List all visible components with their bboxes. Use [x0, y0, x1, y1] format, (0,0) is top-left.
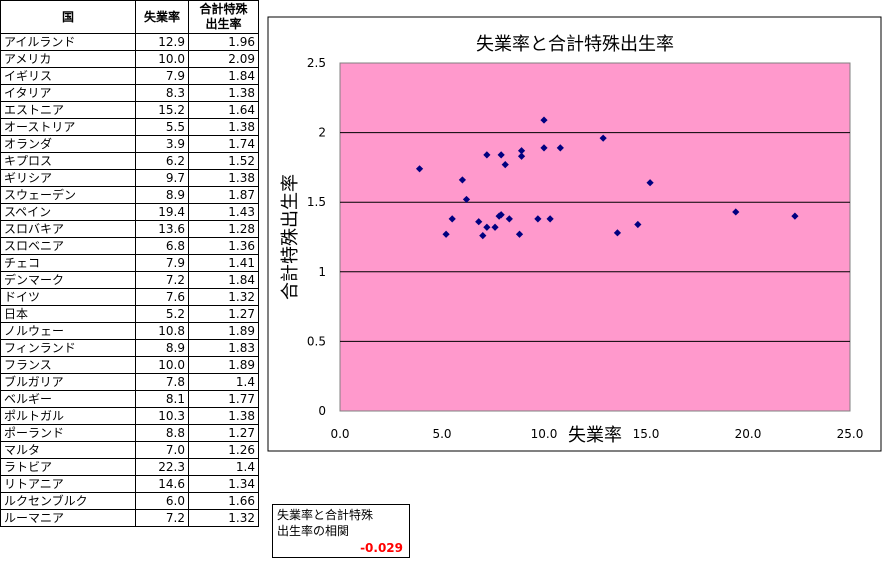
correlation-label-line2: 出生率の相関: [277, 524, 349, 538]
correlation-label: 失業率と合計特殊 出生率の相関: [273, 505, 409, 541]
y-axis-label: 合計特殊出生率: [280, 174, 301, 300]
x-tick-label: 5.0: [432, 427, 451, 441]
y-tick-label: 2.5: [307, 56, 326, 70]
y-tick-label: 1: [318, 265, 326, 279]
x-tick-label: 10.0: [531, 427, 558, 441]
x-tick-label: 15.0: [633, 427, 660, 441]
x-tick-label: 25.0: [837, 427, 864, 441]
y-tick-label: 1.5: [307, 195, 326, 209]
plot-area: [340, 63, 850, 411]
x-tick-label: 0.0: [330, 427, 349, 441]
correlation-box: 失業率と合計特殊 出生率の相関 -0.029: [272, 504, 410, 558]
x-axis-label: 失業率: [568, 425, 622, 446]
y-tick-label: 2: [318, 126, 326, 140]
x-tick-label: 20.0: [735, 427, 762, 441]
y-tick-label: 0: [318, 404, 326, 418]
correlation-label-line1: 失業率と合計特殊: [277, 508, 373, 522]
chart-title: 失業率と合計特殊出生率: [476, 34, 674, 55]
correlation-value: -0.029: [273, 541, 409, 557]
y-tick-label: 0.5: [307, 334, 326, 348]
